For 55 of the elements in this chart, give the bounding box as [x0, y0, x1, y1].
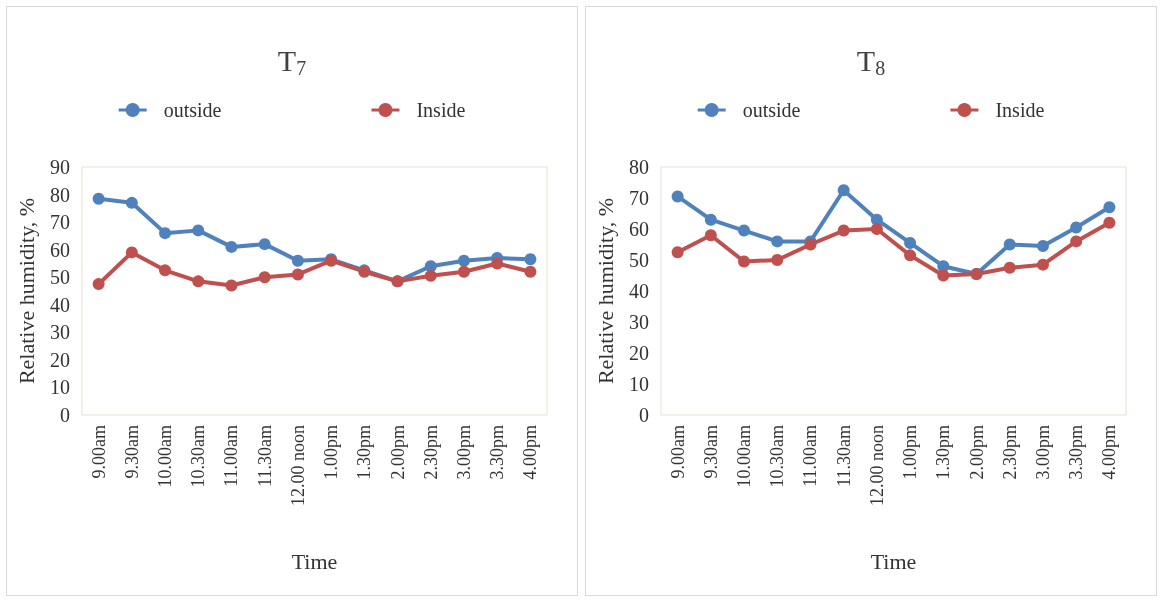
y-tick-label: 10 — [50, 376, 70, 399]
legend-label: outside — [163, 99, 222, 121]
x-tick-label: 12.00 noon — [287, 425, 308, 506]
x-tick-label: 10.00am — [155, 425, 176, 488]
legend-label: Inside — [995, 99, 1045, 121]
y-tick-label: 80 — [629, 156, 649, 178]
x-tick-label: 1.00pm — [900, 425, 921, 480]
x-tick-label: 1.30pm — [933, 425, 954, 480]
y-tick-label: 70 — [629, 187, 649, 209]
y-tick-label: 80 — [50, 183, 70, 206]
y-tick-label: 90 — [50, 156, 70, 178]
x-tick-label: 10.30am — [767, 425, 788, 488]
x-tick-label: 4.00pm — [520, 425, 541, 480]
y-tick-label: 30 — [629, 311, 649, 333]
x-tick-label: 9.00am — [667, 425, 688, 479]
y-tick-label: 10 — [629, 373, 649, 395]
y-tick-label: 0 — [639, 404, 649, 426]
x-tick-label: 10.30am — [188, 425, 209, 488]
y-tick-label: 20 — [50, 348, 70, 371]
x-tick-label: 3.00pm — [453, 425, 474, 480]
y-tick-label: 50 — [50, 266, 70, 289]
y-tick-label: 40 — [629, 280, 649, 302]
x-tick-label: 2.30pm — [420, 425, 441, 480]
y-axis-title: Relative humidity, % — [592, 197, 618, 385]
x-tick-label: 11.00am — [800, 425, 821, 487]
x-tick-label: 9.00am — [88, 425, 109, 479]
x-tick-label: 2.30pm — [999, 425, 1020, 480]
x-tick-label: 1.00pm — [321, 425, 342, 480]
x-tick-label: 3.00pm — [1032, 425, 1053, 480]
x-tick-label: 12.00 noon — [866, 425, 887, 506]
legend-label: outside — [742, 99, 801, 121]
x-axis-title: Time — [870, 548, 917, 574]
x-tick-label: 3.30pm — [1066, 425, 1087, 480]
x-tick-label: 10.00am — [734, 425, 755, 488]
x-tick-label: 9.30am — [121, 425, 142, 479]
y-tick-label: 30 — [50, 321, 70, 344]
x-axis-title: Time — [291, 548, 338, 574]
x-tick-label: 11.30am — [833, 425, 854, 487]
y-tick-label: 70 — [50, 211, 70, 234]
y-tick-label: 0 — [60, 404, 70, 426]
y-tick-label: 40 — [50, 293, 70, 316]
y-axis-title: Relative humidity, % — [13, 197, 39, 385]
x-tick-label: 2.00pm — [387, 425, 408, 480]
x-tick-label: 4.00pm — [1099, 425, 1120, 480]
x-tick-label: 1.30pm — [354, 425, 375, 480]
legend-label: Inside — [416, 99, 466, 121]
x-tick-label: 11.00am — [221, 425, 242, 487]
x-tick-label: 2.00pm — [966, 425, 987, 480]
y-tick-label: 20 — [629, 342, 649, 364]
y-tick-label: 60 — [50, 238, 70, 261]
x-tick-label: 3.30pm — [487, 425, 508, 480]
y-tick-label: 60 — [629, 218, 649, 240]
y-tick-label: 50 — [629, 249, 649, 271]
x-tick-label: 9.30am — [700, 425, 721, 479]
x-tick-label: 11.30am — [254, 425, 275, 487]
